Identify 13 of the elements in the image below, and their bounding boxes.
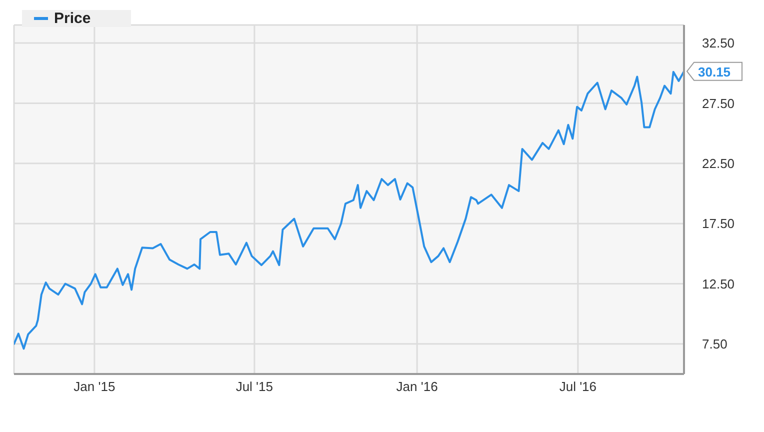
x-tick-label: Jan '16	[396, 379, 438, 394]
y-tick-label: 17.50	[702, 216, 735, 232]
legend-label: Price	[54, 10, 91, 27]
x-tick-label: Jan '15	[74, 379, 116, 394]
y-tick-label: 12.50	[702, 276, 735, 292]
y-tick-label: 22.50	[702, 156, 735, 172]
line-series	[14, 70, 684, 350]
y-tick-label: 7.50	[702, 336, 728, 352]
data-label: 30.15	[698, 64, 731, 80]
y-tick-label: 27.50	[702, 96, 735, 111]
x-tick-label: Jul '16	[559, 379, 597, 394]
x-tick-label: Jul '15	[236, 379, 274, 394]
y-tick-label: 32.50	[702, 36, 735, 51]
